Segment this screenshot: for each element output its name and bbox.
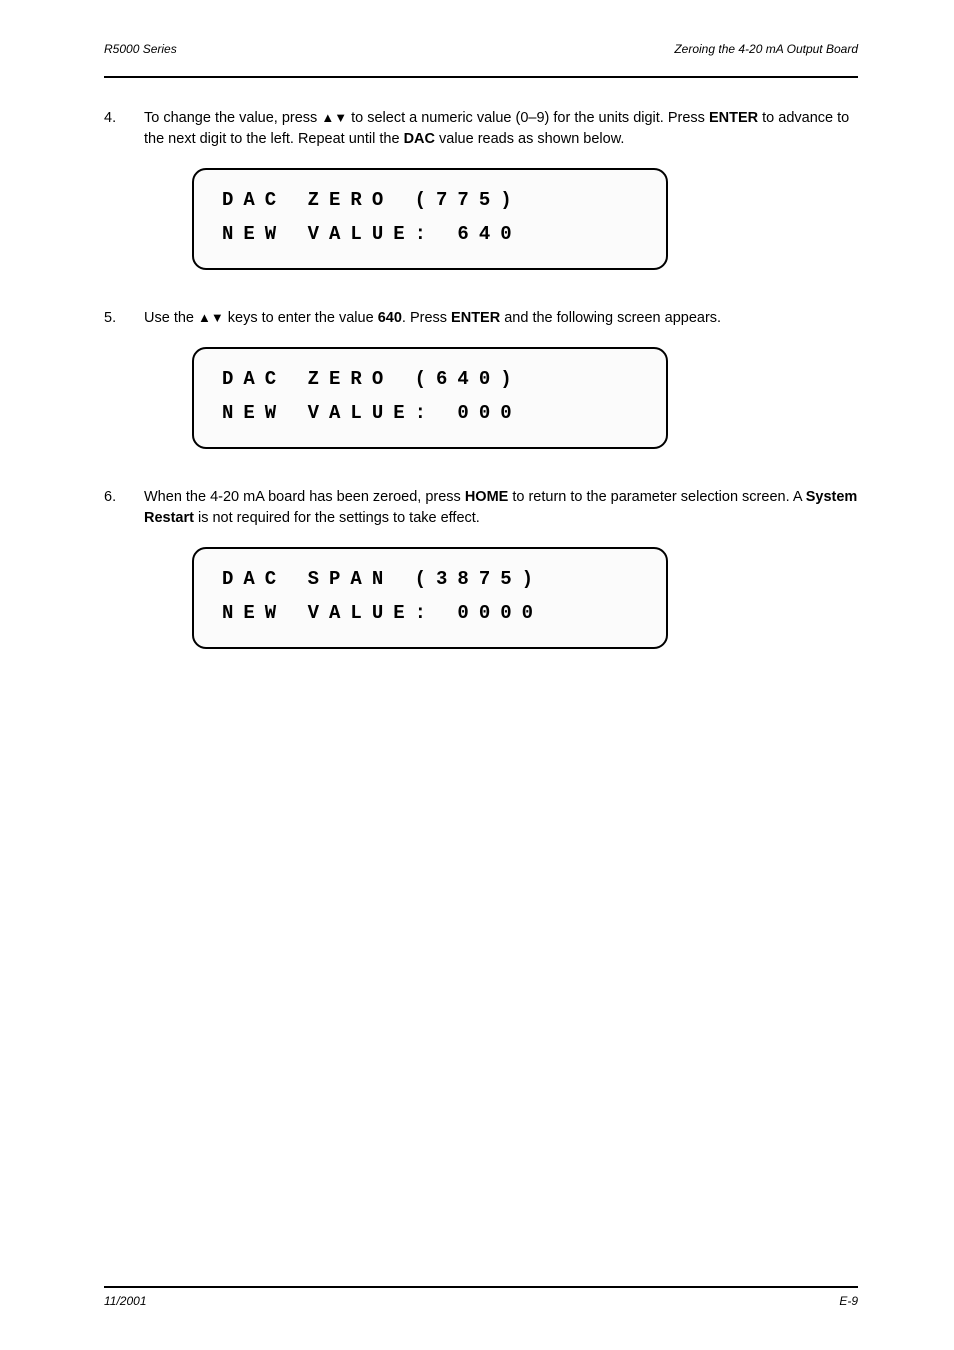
lcd-display-2: DAC ZERO (640) NEW VALUE: 000: [192, 347, 668, 449]
lcd-line-1: DAC SPAN (3875): [222, 563, 638, 595]
lcd-line-2: NEW VALUE: 0000: [222, 597, 638, 629]
page: R5000 Series Zeroing the 4-20 mA Output …: [0, 0, 954, 1350]
step-5: 5. Use the ▲▼ keys to enter the value 64…: [104, 308, 858, 329]
step-number: 4.: [104, 108, 144, 150]
step-text: Use the ▲▼ keys to enter the value 640. …: [144, 308, 858, 329]
footer-right-text: E-9: [839, 1294, 858, 1308]
footer-rule: 11/2001 E-9: [104, 1286, 858, 1308]
step-text: When the 4-20 mA board has been zeroed, …: [144, 487, 858, 529]
header-right-text: Zeroing the 4-20 mA Output Board: [674, 42, 858, 56]
lcd-display-3: DAC SPAN (3875) NEW VALUE: 0000: [192, 547, 668, 649]
header-rule: R5000 Series Zeroing the 4-20 mA Output …: [104, 42, 858, 78]
footer-left-text: 11/2001: [104, 1294, 147, 1308]
lcd-line-1: DAC ZERO (640): [222, 363, 638, 395]
lcd-display-1: DAC ZERO (775) NEW VALUE: 640: [192, 168, 668, 270]
step-number: 5.: [104, 308, 144, 329]
lcd-line-2: NEW VALUE: 640: [222, 218, 638, 250]
content-area: 4. To change the value, press ▲▼ to sele…: [104, 108, 858, 649]
step-number: 6.: [104, 487, 144, 529]
header-left-text: R5000 Series: [104, 42, 177, 56]
step-6: 6. When the 4-20 mA board has been zeroe…: [104, 487, 858, 529]
step-text: To change the value, press ▲▼ to select …: [144, 108, 858, 150]
lcd-line-1: DAC ZERO (775): [222, 184, 638, 216]
lcd-line-2: NEW VALUE: 000: [222, 397, 638, 429]
step-4: 4. To change the value, press ▲▼ to sele…: [104, 108, 858, 150]
